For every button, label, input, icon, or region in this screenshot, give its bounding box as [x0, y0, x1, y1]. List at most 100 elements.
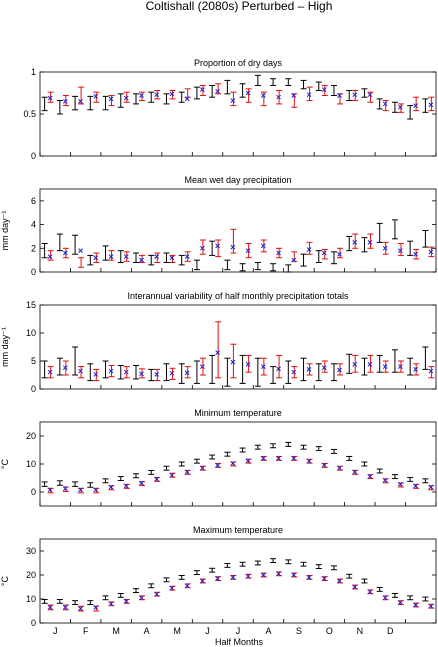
- error-bar: [239, 83, 246, 98]
- error-bar: [391, 101, 398, 113]
- data-point: [169, 370, 175, 376]
- error-bar: [133, 364, 139, 380]
- panel-1: Proportion of dry days 0 0.5 1: [23, 58, 437, 161]
- data-point: [215, 576, 221, 581]
- data-point: [245, 573, 251, 579]
- error-bar: [239, 447, 246, 453]
- error-bar: [193, 86, 200, 100]
- data-point: [321, 87, 327, 92]
- panel-2: Mean wet day precipitation mm day⁻¹ 0 2 4 6: [0, 175, 437, 277]
- data-point: [47, 605, 53, 610]
- data-point: [398, 104, 403, 110]
- error-bar: [102, 245, 109, 261]
- panel-title: Proportion of dry days: [194, 58, 283, 68]
- data-point: [62, 486, 68, 491]
- data-point: [93, 372, 99, 377]
- error-bar: [331, 251, 337, 265]
- series-3: [47, 456, 434, 493]
- series-1: [41, 74, 429, 120]
- data-point: [337, 367, 342, 373]
- data-point: [139, 480, 144, 486]
- error-bar: [407, 476, 414, 482]
- error-bar: [270, 263, 277, 272]
- error-bar: [239, 354, 246, 384]
- error-bar: [300, 357, 307, 382]
- data-point: [47, 369, 53, 375]
- error-bar: [285, 441, 292, 447]
- error-bar: [72, 600, 79, 606]
- data-point: [200, 87, 205, 92]
- data-point: [428, 249, 434, 255]
- error-bar: [407, 105, 414, 120]
- error-bar: [376, 354, 383, 373]
- data-point: [398, 481, 403, 487]
- error-bar: [391, 592, 398, 598]
- error-bar: [407, 595, 414, 601]
- y-tick-label: 10: [26, 459, 36, 469]
- data-point: [260, 572, 266, 578]
- data-point: [306, 458, 312, 464]
- error-bar: [422, 98, 429, 113]
- data-point: [169, 472, 175, 478]
- y-tick-label: 5: [31, 356, 36, 366]
- error-bar: [193, 259, 200, 271]
- error-bar: [224, 357, 231, 387]
- x-tick-label: F: [83, 626, 89, 636]
- series-1: [41, 441, 429, 488]
- series-2: [47, 455, 435, 494]
- data-point: [123, 369, 129, 375]
- data-point: [382, 245, 388, 251]
- error-bar: [346, 89, 353, 102]
- error-bar: [215, 321, 222, 379]
- error-bar: [148, 469, 155, 475]
- error-bar: [315, 81, 322, 91]
- error-bar: [72, 346, 79, 376]
- y-tick-label: 0: [31, 151, 36, 161]
- error-bar: [391, 474, 398, 480]
- data-point: [108, 601, 114, 607]
- data-point: [215, 243, 221, 249]
- error-bar: [41, 96, 48, 112]
- y-tick-label: 15: [26, 300, 36, 310]
- error-bar: [361, 461, 368, 467]
- error-bar: [382, 100, 389, 112]
- data-point: [230, 98, 236, 103]
- data-point: [413, 251, 419, 257]
- error-bar: [87, 600, 94, 606]
- y-tick-label: 10: [26, 594, 36, 604]
- error-bar: [148, 583, 155, 589]
- series-3: [47, 240, 434, 263]
- error-bar: [376, 586, 383, 592]
- data-point: [291, 572, 297, 578]
- x-tick-label: J: [236, 626, 241, 636]
- figure-title: Coltishall (2080s) Perturbed – High: [146, 0, 333, 13]
- data-point: [321, 250, 327, 256]
- data-point: [47, 95, 53, 101]
- data-point: [108, 254, 114, 259]
- data-point: [200, 364, 205, 369]
- error-bar: [285, 559, 292, 565]
- data-point: [367, 589, 373, 595]
- panel-5: Maximum temperature °C 0 10 20 30: [0, 525, 437, 628]
- y-tick-label: 4: [31, 220, 36, 230]
- data-point: [154, 372, 160, 377]
- data-point: [78, 487, 83, 493]
- data-point: [260, 456, 266, 461]
- data-point: [93, 255, 99, 261]
- error-bar: [422, 596, 429, 602]
- error-bar: [224, 259, 231, 271]
- series-3: [47, 350, 434, 377]
- error-bar: [193, 458, 200, 464]
- panel-4: Minimum temperature °C 0 10 20: [0, 408, 437, 507]
- data-point: [230, 575, 236, 580]
- error-bar: [315, 446, 322, 452]
- error-bar: [391, 349, 398, 373]
- data-point: [306, 367, 312, 372]
- error-bar: [270, 443, 277, 449]
- data-point: [93, 487, 99, 493]
- data-point: [413, 367, 419, 372]
- error-bar: [133, 588, 139, 594]
- data-point: [337, 251, 342, 257]
- data-point: [123, 95, 129, 101]
- error-bar: [133, 473, 139, 479]
